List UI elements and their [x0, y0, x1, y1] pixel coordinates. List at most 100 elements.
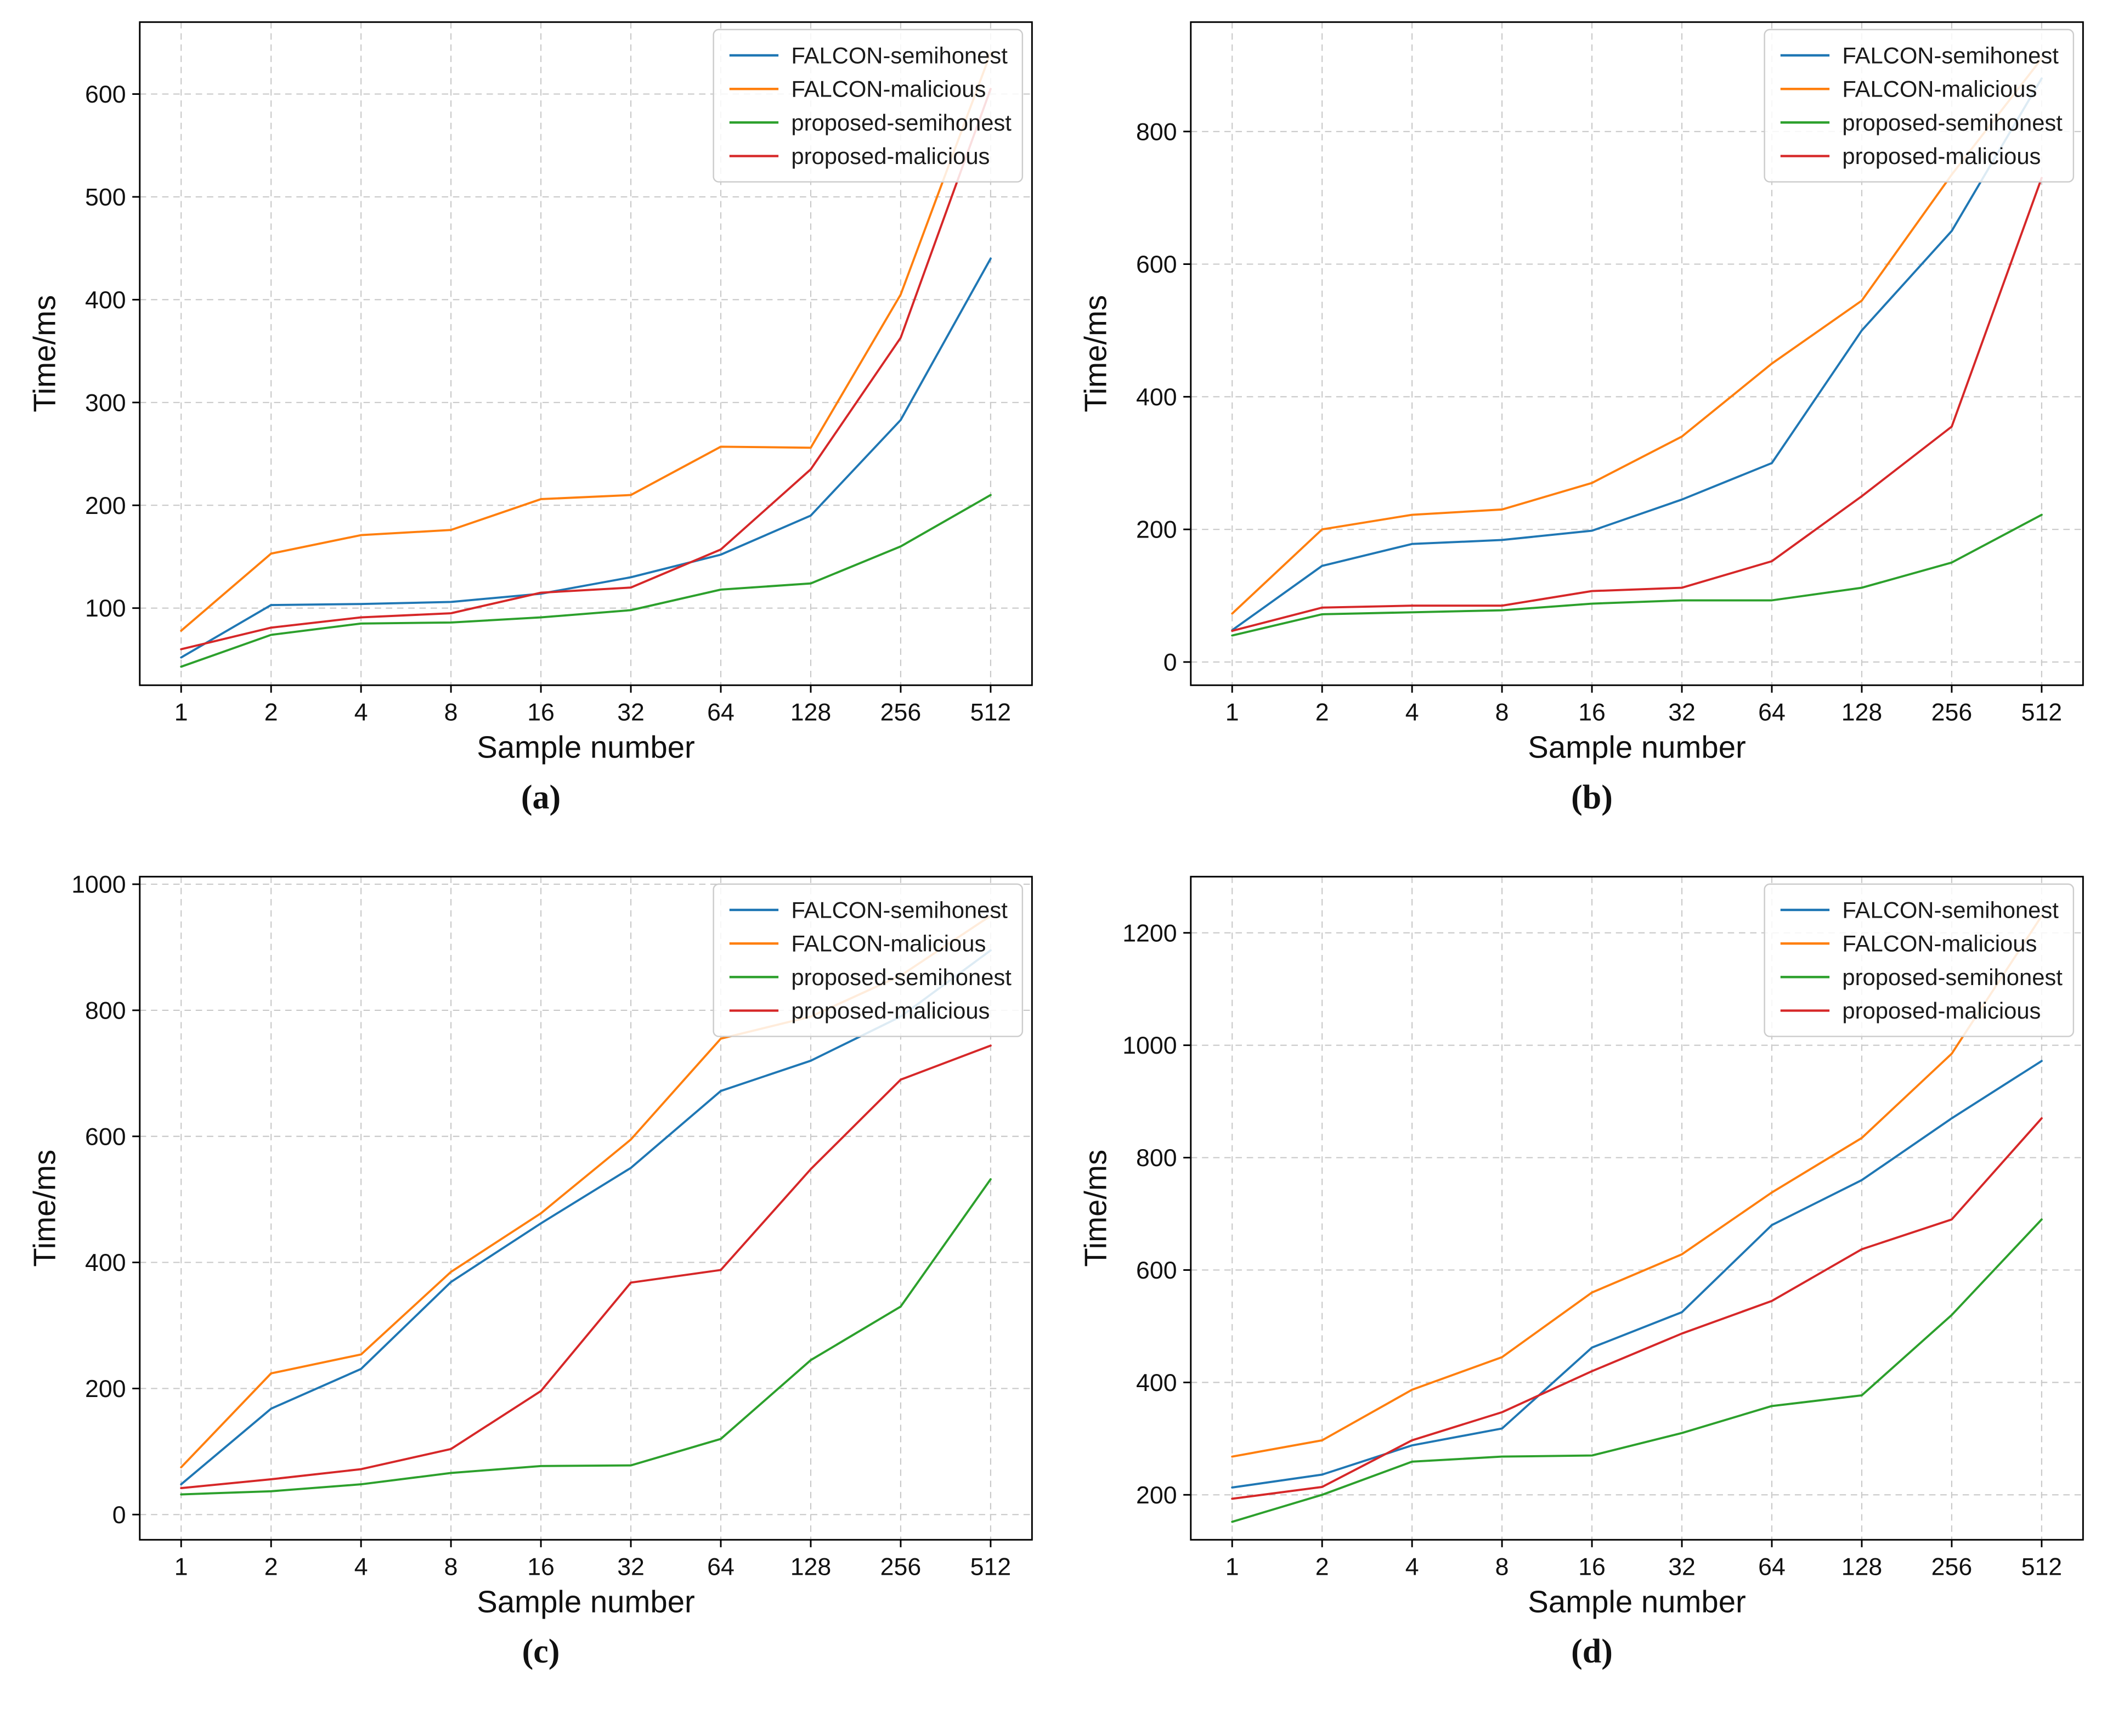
x-tick-label: 128 — [1841, 1553, 1883, 1580]
x-tick-label: 16 — [1578, 1553, 1606, 1580]
legend-label-proposed-malicious: proposed-malicious — [1842, 143, 2041, 169]
legend-label-proposed-semihonest: proposed-semihonest — [1842, 110, 2063, 135]
figure-grid: 1 2 4 8 16 32 64 128 256 512 100 200 300 400 500 600 Sam… — [25, 9, 2108, 1672]
series-line-FALCON-semihonest — [180, 257, 992, 659]
y-tick-label: 1000 — [1122, 1032, 1177, 1059]
series-line-proposed-semihonest — [1231, 513, 2043, 637]
plot-border — [1190, 875, 2084, 1541]
y-tick-label: 600 — [85, 81, 126, 108]
x-tick-label: 256 — [1931, 1553, 1973, 1580]
series-line-FALCON-malicious — [1231, 914, 2043, 1458]
legend-box — [713, 29, 1024, 183]
y-tick-label: 800 — [85, 997, 126, 1024]
x-tick-label: 16 — [1578, 699, 1606, 726]
x-tick-label: 4 — [1405, 699, 1419, 726]
x-axis-label: Sample number — [477, 730, 695, 764]
y-tick-label: 1000 — [71, 871, 126, 898]
plot-border — [139, 21, 1033, 686]
plot-border — [1190, 21, 2084, 686]
series-line-proposed-semihonest — [180, 494, 992, 668]
x-tick-label: 512 — [970, 699, 1012, 726]
x-tick-label: 64 — [1758, 1553, 1786, 1580]
x-tick-label: 32 — [617, 699, 645, 726]
x-tick-label: 64 — [707, 1553, 735, 1580]
series-line-FALCON-semihonest — [180, 949, 992, 1485]
legend-label-proposed-malicious: proposed-malicious — [1842, 998, 2041, 1023]
legend-label-FALCON-malicious: FALCON-malicious — [791, 76, 986, 102]
x-tick-label: 2 — [1315, 1553, 1329, 1580]
x-tick-label: 1 — [174, 1553, 188, 1580]
legend: FALCON-semihonest FALCON-malicious propose… — [713, 29, 1024, 183]
gridlines — [139, 22, 1032, 686]
x-tick-label: 64 — [1758, 699, 1786, 726]
legend-label-FALCON-malicious: FALCON-malicious — [791, 930, 986, 956]
x-tick-label: 2 — [1315, 699, 1329, 726]
gridlines — [139, 876, 1032, 1540]
chart-a-canvas: 1 2 4 8 16 32 64 128 256 512 100 200 300 400 500 600 Sam… — [27, 21, 1033, 764]
y-tick-label: 500 — [85, 184, 126, 211]
x-tick-label: 512 — [970, 1553, 1012, 1580]
series-line-FALCON-malicious — [180, 52, 992, 632]
y-tick-label: 1200 — [1122, 920, 1177, 947]
plot-border — [139, 875, 1033, 1541]
legend-label-proposed-semihonest: proposed-semihonest — [1842, 964, 2063, 990]
x-tick-label: 128 — [1841, 699, 1883, 726]
x-tick-label: 8 — [444, 699, 458, 726]
chart-c-figure: 1 2 4 8 16 32 64 128 256 512 0 200 400 600 800 1000 Samp… — [25, 863, 1057, 1672]
y-tick-label: 100 — [85, 595, 126, 622]
x-tick-label: 32 — [1668, 1553, 1696, 1580]
chart-c-caption: (c) — [522, 1633, 560, 1671]
legend-label-FALCON-semihonest: FALCON-semihonest — [791, 43, 1008, 69]
legend: FALCON-semihonest FALCON-malicious propose… — [1764, 883, 2075, 1037]
series-line-FALCON-semihonest — [1231, 1060, 2043, 1489]
x-tick-label: 64 — [707, 699, 735, 726]
y-tick-label: 400 — [85, 287, 126, 314]
x-tick-label: 256 — [880, 1553, 922, 1580]
x-tick-label: 1 — [1225, 699, 1239, 726]
y-axis-label: Time/ms — [1078, 1150, 1112, 1267]
legend: FALCON-semihonest FALCON-malicious propose… — [1764, 29, 2075, 183]
x-tick-label: 1 — [1225, 1553, 1239, 1580]
series-line-proposed-semihonest — [1231, 1218, 2043, 1523]
series-line-proposed-malicious — [180, 88, 992, 651]
y-tick-label: 200 — [85, 493, 126, 519]
legend-label-FALCON-semihonest: FALCON-semihonest — [1842, 43, 2059, 69]
y-tick-label: 0 — [112, 1501, 126, 1528]
x-tick-label: 16 — [527, 1553, 555, 1580]
y-tick-label: 800 — [1136, 118, 1177, 145]
chart-b-figure: 1 2 4 8 16 32 64 128 256 512 0 200 400 600 800 Sample n… — [1076, 9, 2108, 817]
y-tick-label: 800 — [1136, 1145, 1177, 1172]
axis-ticks: 1 2 4 8 16 32 64 128 256 512 100 200 300 400 500 600 — [85, 81, 1011, 726]
x-tick-label: 512 — [2021, 699, 2063, 726]
y-tick-label: 600 — [85, 1123, 126, 1150]
chart-d-figure: 1 2 4 8 16 32 64 128 256 512 200 400 600 800 1000 1200 S… — [1076, 863, 2108, 1672]
x-tick-label: 4 — [354, 699, 368, 726]
x-tick-label: 8 — [444, 1553, 458, 1580]
y-axis-label: Time/ms — [1078, 295, 1112, 412]
legend-label-FALCON-semihonest: FALCON-semihonest — [1842, 897, 2059, 923]
legend: FALCON-semihonest FALCON-malicious propose… — [713, 883, 1024, 1037]
x-tick-label: 8 — [1495, 1553, 1509, 1580]
axis-ticks: 1 2 4 8 16 32 64 128 256 512 200 400 600 800 1000 1200 — [1122, 920, 2062, 1580]
y-tick-label: 200 — [85, 1376, 126, 1403]
series-line-proposed-malicious — [1231, 177, 2043, 632]
y-tick-label: 400 — [1136, 384, 1177, 411]
chart-c-canvas: 1 2 4 8 16 32 64 128 256 512 0 200 400 600 800 1000 Samp… — [27, 871, 1033, 1619]
series-line-proposed-malicious — [1231, 1117, 2043, 1500]
x-tick-label: 1 — [174, 699, 188, 726]
series-lines — [1231, 914, 2043, 1523]
x-axis-label: Sample number — [1528, 1584, 1746, 1619]
x-tick-label: 4 — [1405, 1553, 1419, 1580]
legend-label-FALCON-malicious: FALCON-malicious — [1842, 930, 2037, 956]
x-tick-label: 4 — [354, 1553, 368, 1580]
legend-label-proposed-malicious: proposed-malicious — [791, 998, 990, 1023]
legend-box — [713, 883, 1024, 1037]
y-tick-label: 400 — [1136, 1370, 1177, 1396]
x-tick-label: 8 — [1495, 699, 1509, 726]
x-tick-label: 128 — [790, 699, 832, 726]
gridlines — [1190, 22, 2083, 686]
x-tick-label: 32 — [1668, 699, 1696, 726]
x-tick-label: 256 — [880, 699, 922, 726]
x-tick-label: 32 — [617, 1553, 645, 1580]
x-tick-label: 512 — [2021, 1553, 2063, 1580]
